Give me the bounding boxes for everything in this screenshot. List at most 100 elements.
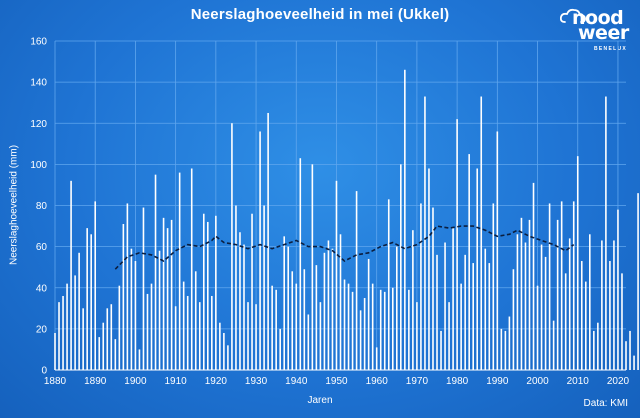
bar-1951 [339,234,342,370]
x-tick-label: 1950 [325,376,348,387]
bar-2011 [580,261,583,370]
bar-2008 [568,238,571,370]
bar-2005 [556,219,559,370]
bar-1983 [468,154,470,370]
y-tick-label: 80 [36,201,48,212]
axes: 0 20 40 60 80 100 120 140 160 1880 1890 1900 1910 192… [30,37,629,388]
bar-1980 [456,119,458,370]
bar-1957 [363,298,366,370]
bar-1914 [190,168,193,370]
bar-1973 [428,168,430,370]
noodweer-logo: nood weer BENELUX [556,4,638,58]
bar-1964 [391,287,394,370]
bar-1971 [420,203,422,370]
bar-2009 [572,201,575,370]
bar-1912 [182,281,185,370]
bar-1970 [416,302,418,370]
bar-1910 [174,306,177,370]
bar-1887 [82,308,84,370]
bar-1908 [166,228,169,370]
bar-1898 [126,203,129,370]
bar-1901 [138,349,141,370]
x-tick-label: 1930 [245,376,268,387]
bar-2012 [584,281,587,370]
bar-1915 [194,271,197,370]
bar-1895 [114,339,117,370]
bar-2013 [589,234,591,370]
bar-2017 [605,96,607,371]
bar-1995 [516,234,519,370]
source-label: Data: KMI [583,398,628,409]
x-tick-label: 1970 [406,376,429,387]
bar-2006 [560,201,563,370]
x-tick-label: 2020 [607,376,630,387]
bar-1905 [154,174,157,370]
bar-1919 [211,295,213,370]
cloud-logo-icon [560,8,586,23]
bar-1903 [146,293,149,370]
y-tick-label: 60 [36,242,48,253]
bar-1996 [520,217,523,370]
bar-series [54,69,639,371]
bar-1992 [504,330,507,370]
bar-1934 [271,285,273,370]
bar-1904 [150,283,153,370]
bar-1883 [66,283,68,370]
y-tick-label: 120 [30,119,47,130]
bar-2007 [564,273,567,370]
bar-1984 [472,263,474,370]
bar-2023 [629,330,631,370]
chart-title: Neerslaghoeveelheid in mei (Ukkel) [190,6,450,23]
bar-1999 [532,182,535,370]
bar-1909 [170,219,173,370]
bar-1938 [287,246,290,370]
bar-1947 [323,252,326,370]
x-tick-label: 1990 [486,376,509,387]
bar-1963 [387,199,390,370]
bar-1952 [343,279,346,370]
x-tick-label: 1900 [124,376,147,387]
bar-1997 [524,242,527,370]
bar-1920 [215,215,217,370]
bar-1985 [476,168,479,370]
bar-2000 [536,285,539,370]
bar-1966 [400,164,402,370]
bar-1998 [528,219,531,370]
bar-1962 [383,291,386,370]
bar-1960 [375,347,378,370]
x-tick-label: 2010 [567,376,590,387]
bar-2015 [597,322,599,370]
y-tick-label: 40 [36,283,48,294]
bar-1977 [444,242,446,370]
bar-2020 [617,209,619,370]
bar-1944 [311,164,314,370]
x-axis-label: Jaren [307,395,333,406]
bar-1921 [219,322,221,370]
bar-1923 [227,345,229,370]
bar-1965 [395,246,398,370]
bar-1942 [303,269,306,370]
bar-2004 [552,320,555,370]
bar-1918 [207,221,209,370]
trend-line-layer [114,225,575,270]
bar-1931 [259,131,261,370]
bar-1991 [500,328,503,370]
bar-1925 [235,205,237,370]
bar-1941 [299,158,302,370]
bar-1968 [408,289,410,370]
x-tick-label: 1890 [84,376,107,387]
bar-1906 [158,250,161,370]
bar-1930 [255,304,257,370]
bar-1885 [74,275,76,370]
bar-1897 [122,224,125,370]
x-tick-label: 1880 [44,376,67,387]
bar-1986 [480,96,483,371]
bar-1958 [367,258,370,370]
bar-1967 [404,69,406,370]
bar-1978 [448,302,450,370]
bar-1924 [231,123,233,370]
bar-1987 [484,248,487,370]
bar-1994 [512,269,515,370]
bar-1936 [279,328,281,370]
bar-1953 [347,283,350,370]
